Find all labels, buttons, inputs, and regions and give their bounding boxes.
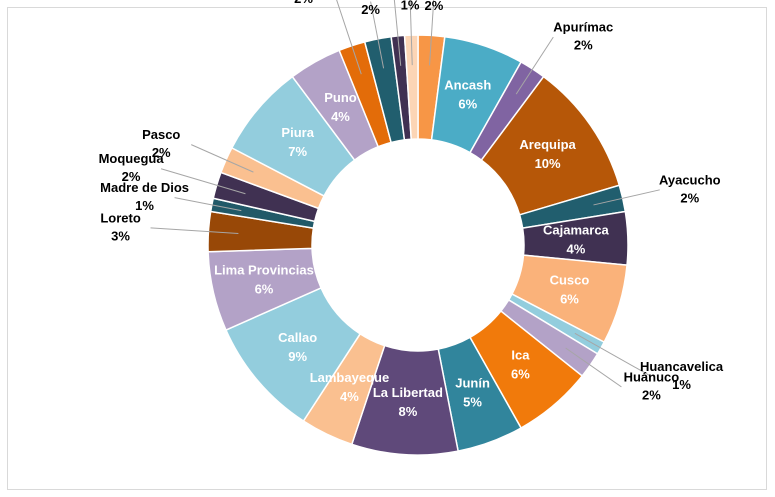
slice-value: 1% xyxy=(672,377,691,392)
slice-label: Ica xyxy=(511,348,530,363)
slice-value: 6% xyxy=(511,367,530,382)
slice-label: Ancash xyxy=(444,77,491,92)
slice-label: Moquegua xyxy=(99,151,165,166)
leader-line xyxy=(191,144,254,173)
leader-line xyxy=(393,0,402,66)
slice-label: Apurímac xyxy=(553,20,613,35)
slice-label: Loreto xyxy=(100,210,141,225)
slice-value: 5% xyxy=(463,395,482,410)
slice-value: 2% xyxy=(574,38,593,53)
slice-label: Piura xyxy=(281,125,314,140)
slice-label: Callao xyxy=(278,330,317,345)
slice-label: Huánuco xyxy=(624,369,680,384)
slice-value: 6% xyxy=(458,96,477,111)
slice-value: 9% xyxy=(288,349,307,364)
slice-label: Cajamarca xyxy=(543,222,610,237)
slice-label: Junín xyxy=(455,376,490,391)
leader-line xyxy=(574,332,652,377)
slice-label: Cusco xyxy=(550,272,590,287)
slice-value: 2% xyxy=(361,2,380,17)
leader-line xyxy=(429,0,435,66)
slice-value: 3% xyxy=(111,228,130,243)
slice-label: Huancavelica xyxy=(640,359,724,374)
leader-line xyxy=(174,197,242,212)
leader-line xyxy=(336,0,362,75)
slice-label: Lima Provincias xyxy=(214,263,314,278)
slice-label: Pasco xyxy=(142,127,180,142)
slice-value: 2% xyxy=(152,145,171,160)
slice-value: 7% xyxy=(288,144,307,159)
leader-line xyxy=(409,0,413,66)
leader-line xyxy=(160,168,246,195)
slice-value: 6% xyxy=(255,282,274,297)
slice-value: 4% xyxy=(340,389,359,404)
slice-value: 1% xyxy=(135,198,154,213)
leader-line xyxy=(370,1,385,69)
slice-label: Arequipa xyxy=(519,137,576,152)
slice-value: 2% xyxy=(294,0,313,6)
slice-label: Lambayeque xyxy=(310,370,389,385)
slice-value: 2% xyxy=(642,387,661,402)
slice-value: 4% xyxy=(331,109,350,124)
slice-value: 6% xyxy=(560,291,579,306)
leader-line xyxy=(593,189,660,206)
slice-value: 2% xyxy=(424,0,443,13)
slice-label: Madre de Dios xyxy=(100,180,189,195)
leader-line xyxy=(565,347,622,388)
leader-line xyxy=(515,36,554,95)
slice-value: 2% xyxy=(680,190,699,205)
slice-label: La Libertad xyxy=(373,385,443,400)
slice-value: 8% xyxy=(398,404,417,419)
slice-value: 2% xyxy=(122,169,141,184)
slice-label: Puno xyxy=(324,90,357,105)
slice-value: 1% xyxy=(401,0,420,13)
slice-value: 10% xyxy=(535,156,561,171)
slice-value: 4% xyxy=(567,241,586,256)
leader-line xyxy=(150,227,239,234)
slice-label: Ayacucho xyxy=(659,172,721,187)
donut-slice xyxy=(403,34,419,141)
